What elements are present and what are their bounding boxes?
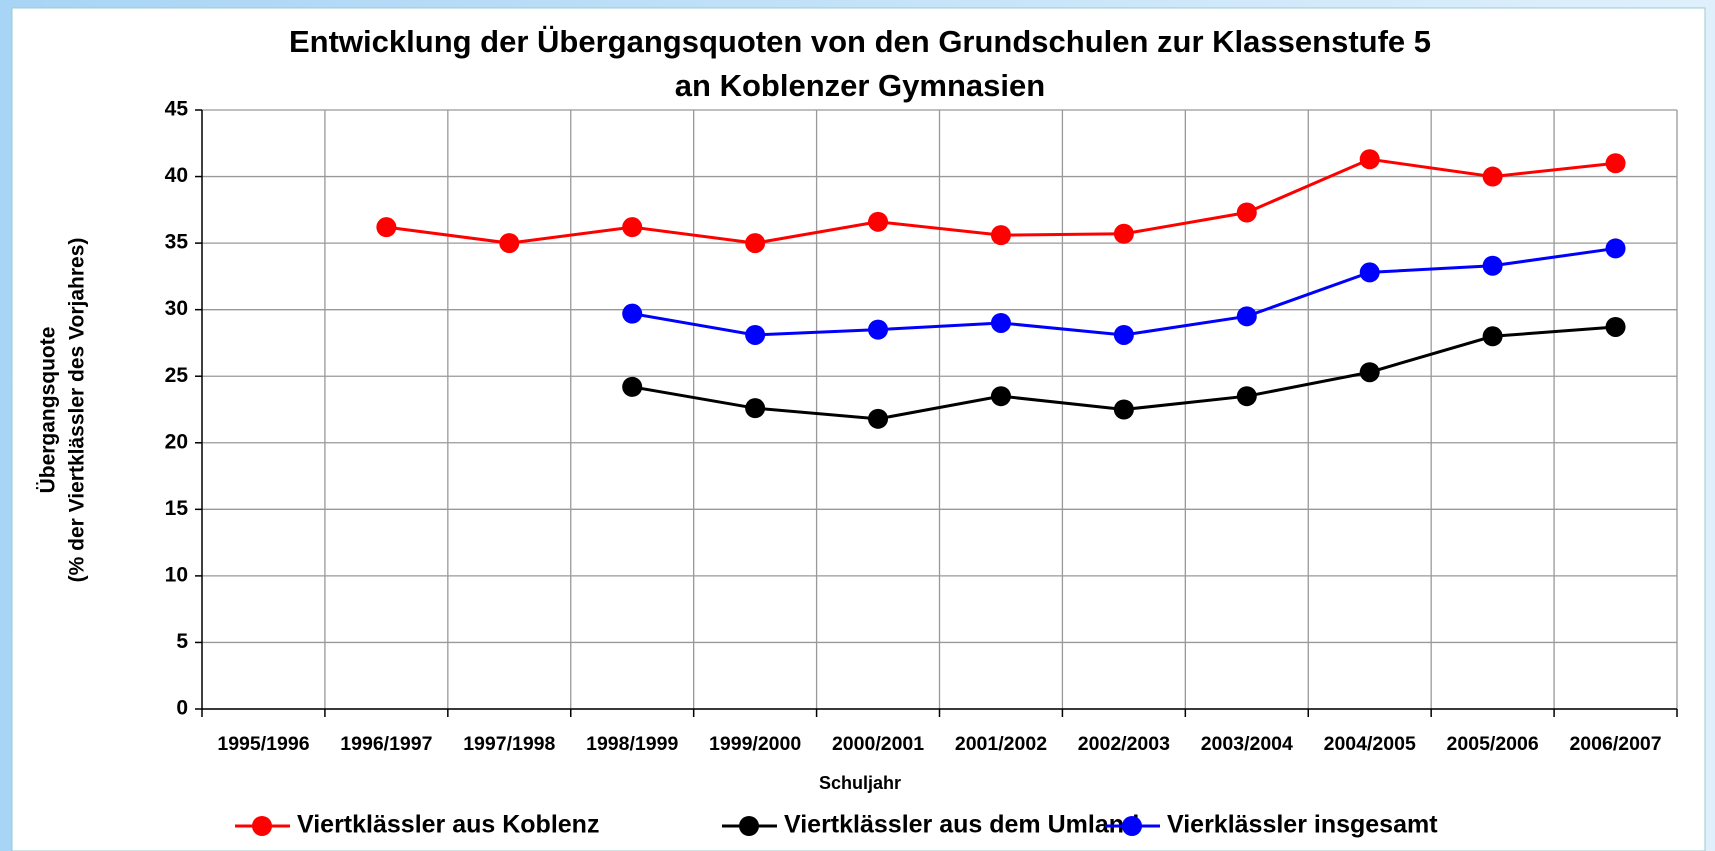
data-point <box>1236 386 1257 407</box>
x-tick-label: 1996/1997 <box>340 733 432 755</box>
data-point <box>1359 362 1380 383</box>
y-tick-label: 15 <box>165 497 189 520</box>
legend-marker <box>252 816 272 836</box>
data-point <box>1113 324 1134 345</box>
data-point <box>990 312 1011 333</box>
x-tick-label: 1997/1998 <box>463 733 555 755</box>
x-tick-label: 2003/2004 <box>1201 733 1293 755</box>
data-point <box>868 319 889 340</box>
chart-title: an Koblenzer Gymnasien <box>675 68 1045 103</box>
data-point <box>745 324 766 345</box>
x-tick-label: 2000/2001 <box>832 733 924 755</box>
data-point <box>1113 399 1134 420</box>
legend-label: Vierklässler insgesamt <box>1167 811 1438 839</box>
x-tick-label: 1999/2000 <box>709 733 801 755</box>
legend-marker <box>739 816 759 836</box>
y-tick-label: 0 <box>176 697 188 720</box>
data-point <box>499 233 520 254</box>
data-point <box>990 386 1011 407</box>
chart-title: Entwicklung der Übergangsquoten von den … <box>289 24 1431 59</box>
y-axis-title: (% der Viertklässler des Vorjahres) <box>66 238 89 583</box>
data-point <box>1359 149 1380 170</box>
x-tick-label: 1995/1996 <box>217 733 309 755</box>
data-point <box>745 398 766 419</box>
x-tick-label: 2002/2003 <box>1078 733 1170 755</box>
data-point <box>1236 306 1257 327</box>
y-tick-label: 35 <box>165 231 189 254</box>
y-tick-label: 25 <box>165 364 189 387</box>
data-point <box>376 217 397 238</box>
panel <box>11 7 1706 851</box>
x-tick-label: 1998/1999 <box>586 733 678 755</box>
data-point <box>868 408 889 429</box>
y-tick-label: 40 <box>165 164 188 187</box>
data-point <box>1605 153 1626 174</box>
data-point <box>745 233 766 254</box>
x-axis-title: Schuljahr <box>819 773 901 793</box>
y-axis-title: Übergangsquote <box>37 327 60 494</box>
y-tick-label: 45 <box>165 98 189 121</box>
x-tick-label: 2005/2006 <box>1447 733 1539 755</box>
x-tick-label: 2001/2002 <box>955 733 1047 755</box>
data-point <box>1482 255 1503 276</box>
data-point <box>1236 202 1257 223</box>
y-tick-label: 5 <box>176 630 188 653</box>
legend-label: Viertklässler aus Koblenz <box>297 811 599 839</box>
x-tick-label: 2006/2007 <box>1569 733 1661 755</box>
x-tick-label: 2004/2005 <box>1324 733 1416 755</box>
data-point <box>622 303 643 324</box>
data-point <box>868 211 889 232</box>
data-point <box>1359 262 1380 283</box>
data-point <box>1605 238 1626 259</box>
y-tick-label: 10 <box>165 563 188 586</box>
legend-label: Viertklässler aus dem Umland <box>784 811 1139 839</box>
data-point <box>622 217 643 238</box>
data-point <box>990 225 1011 246</box>
data-point <box>1482 166 1503 187</box>
legend-marker <box>1122 816 1142 836</box>
y-tick-label: 30 <box>165 297 188 320</box>
y-tick-label: 20 <box>165 430 188 453</box>
data-point <box>1482 326 1503 347</box>
data-point <box>622 376 643 397</box>
data-point <box>1605 316 1626 337</box>
data-point <box>1113 223 1134 244</box>
